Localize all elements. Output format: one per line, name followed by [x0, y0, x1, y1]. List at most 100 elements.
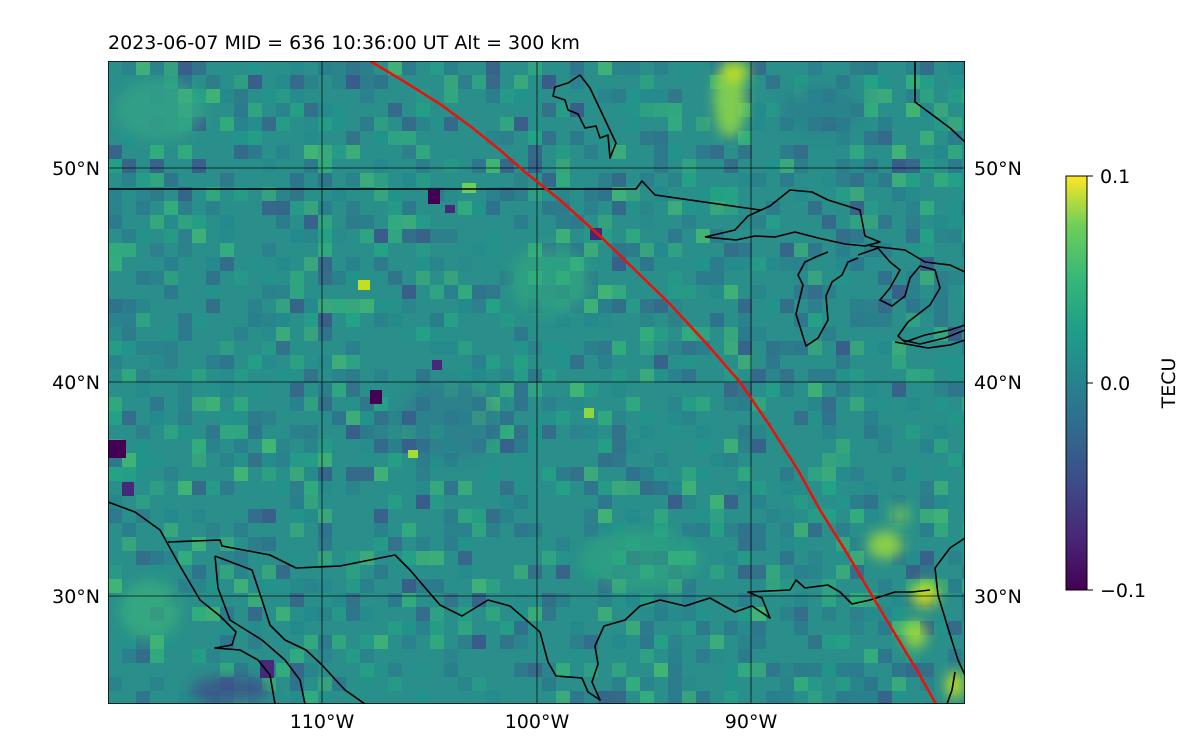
tec-pixel: [444, 341, 458, 355]
tec-pixel: [836, 341, 850, 355]
tec-pixel: [360, 677, 374, 691]
tec-pixel: [458, 75, 472, 89]
tec-pixel: [150, 355, 164, 369]
tec-pixel: [640, 649, 654, 663]
tec-pixel: [108, 257, 122, 271]
tec-pixel: [178, 313, 192, 327]
tec-pixel: [654, 355, 668, 369]
tec-pixel: [920, 75, 934, 89]
tec-pixel: [794, 75, 808, 89]
tec-pixel: [290, 187, 304, 201]
tec-pixel: [276, 313, 290, 327]
tec-pixel: [654, 243, 668, 257]
tec-pixel: [458, 201, 472, 215]
tec-pixel: [682, 369, 696, 383]
tec-pixel: [892, 677, 906, 691]
tec-pixel: [206, 439, 220, 453]
tec-pixel: [934, 509, 948, 523]
tec-pixel: [458, 551, 472, 565]
tec-pixel: [318, 551, 332, 565]
tec-pixel: [766, 75, 780, 89]
tec-pixel: [486, 61, 500, 75]
tec-pixel: [220, 173, 234, 187]
tec-pixel: [612, 257, 626, 271]
tec-pixel: [892, 159, 906, 173]
tec-pixel: [304, 75, 318, 89]
tec-pixel: [570, 649, 584, 663]
tec-pixel: [598, 495, 612, 509]
tec-pixel: [738, 481, 752, 495]
tec-pixel: [864, 159, 878, 173]
tec-pixel: [948, 355, 962, 369]
tec-pixel: [724, 285, 738, 299]
tec-pixel: [388, 453, 402, 467]
tec-pixel: [122, 229, 136, 243]
tec-pixel: [262, 201, 276, 215]
tec-pixel: [724, 201, 738, 215]
y-axis-ticks-right: 50°N 40°N 30°N: [974, 158, 1022, 608]
tec-pixel: [388, 229, 402, 243]
tec-pixel: [808, 551, 822, 565]
tec-pixel: [164, 285, 178, 299]
tec-pixel: [948, 145, 962, 159]
tec-pixel: [626, 299, 640, 313]
tec-pixel: [640, 257, 654, 271]
tec-pixel: [122, 313, 136, 327]
tec-pixel: [486, 243, 500, 257]
tec-pixel: [906, 425, 920, 439]
tec-pixel: [948, 229, 962, 243]
tec-pixel: [206, 285, 220, 299]
tec-pixel: [248, 509, 262, 523]
tec-pixel: [430, 579, 444, 593]
tec-pixel: [262, 579, 276, 593]
tec-pixel: [962, 201, 965, 215]
tec-pixel: [542, 173, 556, 187]
tec-pixel: [696, 509, 710, 523]
tec-pixel: [472, 75, 486, 89]
tec-pixel: [164, 271, 178, 285]
tec-pixel: [738, 467, 752, 481]
tec-pixel: [836, 523, 850, 537]
tec-pixel: [808, 677, 822, 691]
tec-pixel: [500, 621, 514, 635]
tec-pixel: [598, 453, 612, 467]
tec-pixel: [528, 565, 542, 579]
tec-pixel: [290, 355, 304, 369]
tec-pixel: [850, 299, 864, 313]
tec-pixel: [318, 607, 332, 621]
tec-pixel: [682, 621, 696, 635]
tec-pixel: [248, 607, 262, 621]
tec-pixel: [458, 565, 472, 579]
tec-pixel: [514, 621, 528, 635]
tec-pixel: [388, 215, 402, 229]
tec-pixel: [178, 369, 192, 383]
tec-pixel: [752, 369, 766, 383]
tec-pixel: [752, 397, 766, 411]
tec-pixel: [808, 369, 822, 383]
tec-pixel: [150, 145, 164, 159]
tec-pixel: [374, 131, 388, 145]
tec-pixel: [808, 61, 822, 75]
tec-pixel: [934, 313, 948, 327]
tec-pixel: [682, 523, 696, 537]
tec-pixel: [668, 341, 682, 355]
tec-pixel: [290, 593, 304, 607]
tec-pixel: [696, 439, 710, 453]
x-axis-ticks: 110°W 100°W 90°W: [290, 711, 778, 733]
tec-pixel: [178, 229, 192, 243]
tec-pixel: [374, 257, 388, 271]
tec-pixel: [332, 383, 346, 397]
tec-pixel: [234, 453, 248, 467]
y-tick-label: 40°N: [52, 372, 100, 394]
tec-pixel: [388, 677, 402, 691]
tec-pixel: [136, 495, 150, 509]
tec-pixel: [892, 663, 906, 677]
tec-pixel: [836, 229, 850, 243]
tec-pixel: [836, 635, 850, 649]
tec-pixel: [318, 635, 332, 649]
tec-pixel: [360, 61, 374, 75]
tec-pixel: [122, 467, 136, 481]
tec-pixel: [472, 635, 486, 649]
tec-pixel: [612, 411, 626, 425]
tec-pixel: [598, 509, 612, 523]
